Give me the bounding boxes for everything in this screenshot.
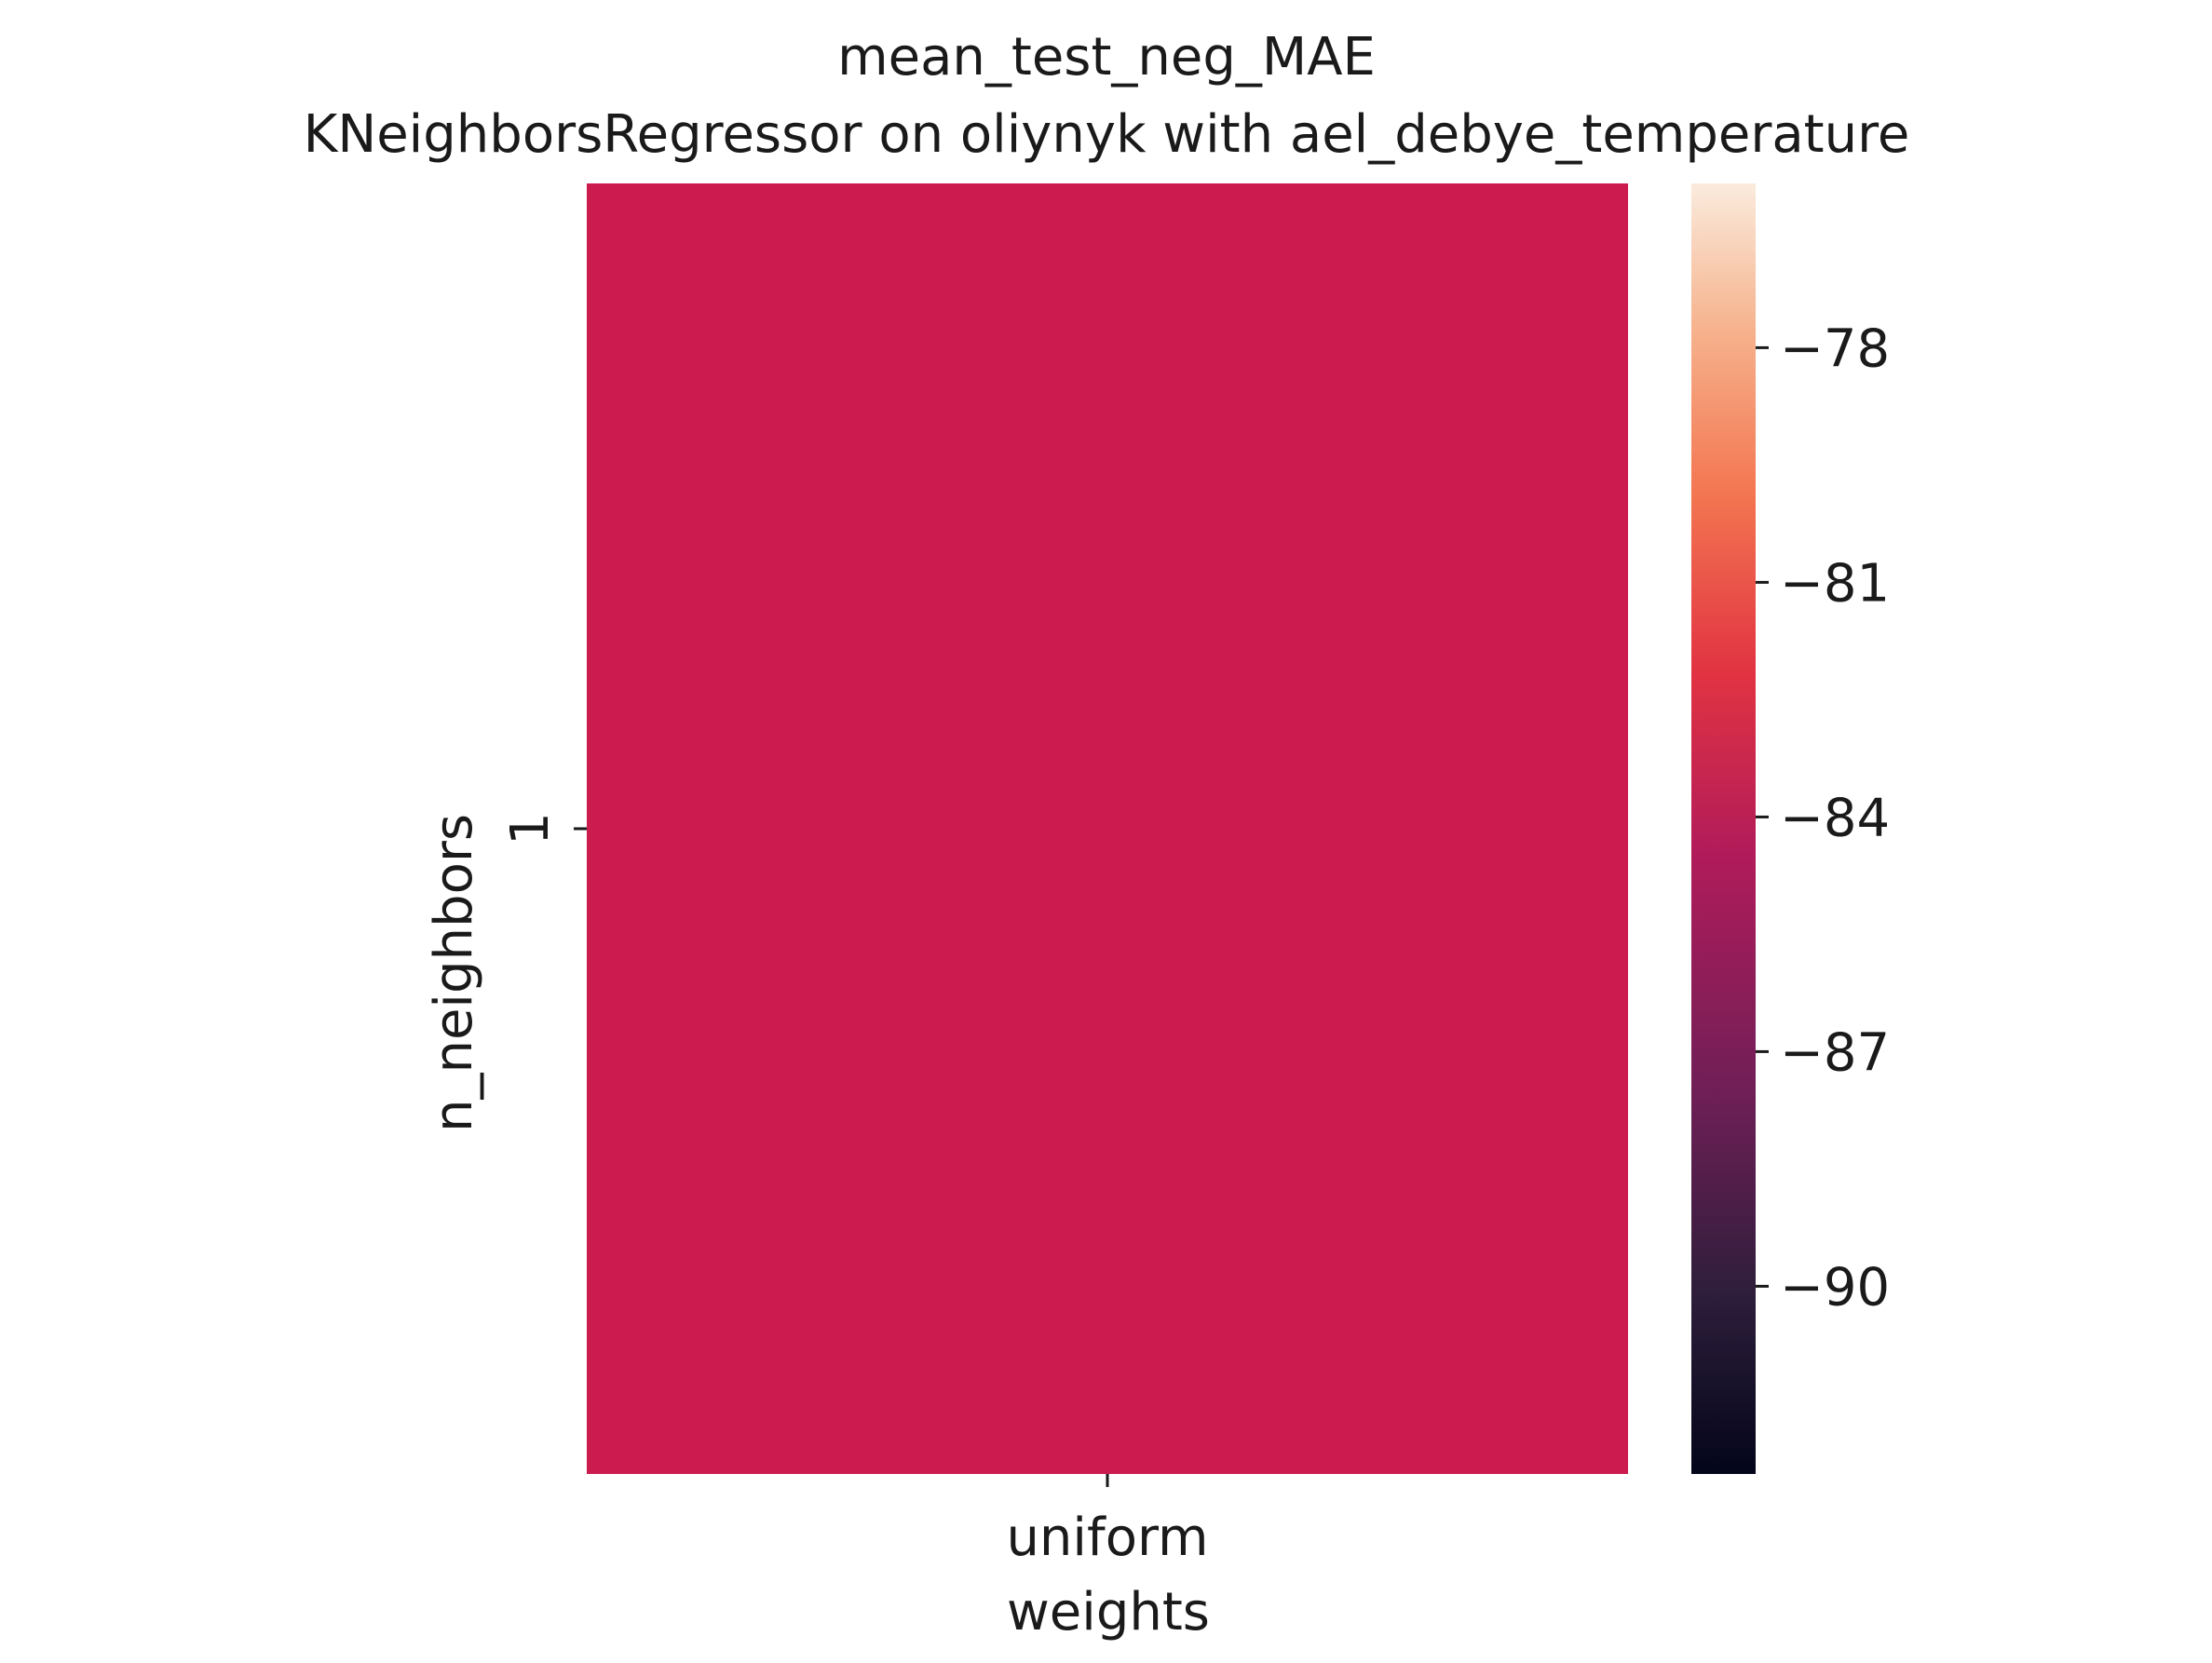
colorbar-ticks: −78 −81 −84 −87 −90 — [1756, 318, 1890, 1318]
colorbar-tick-label: −87 — [1780, 1022, 1890, 1083]
colorbar — [1691, 183, 1756, 1474]
x-axis-label: weights — [1007, 1582, 1210, 1643]
heatmap-cells — [587, 183, 1628, 1474]
colorbar-tick-label: −84 — [1780, 788, 1890, 848]
colorbar-tick-label: −81 — [1780, 553, 1890, 614]
x-axis-ticks: uniform — [1006, 1474, 1209, 1568]
y-tick-label: 1 — [500, 812, 561, 845]
colorbar-tick-label: −78 — [1780, 318, 1890, 379]
colorbar-tick-label: −90 — [1780, 1257, 1890, 1318]
y-axis-ticks: 1 — [500, 812, 587, 845]
y-axis-label: n_neighbors — [424, 814, 484, 1132]
heatmap-cell — [587, 183, 1628, 1474]
x-tick-label: uniform — [1006, 1508, 1208, 1568]
chart-title: mean_test_neg_MAE — [837, 27, 1376, 88]
chart-subtitle: KNeighborsRegressor on oliynyk with ael_… — [304, 104, 1910, 165]
